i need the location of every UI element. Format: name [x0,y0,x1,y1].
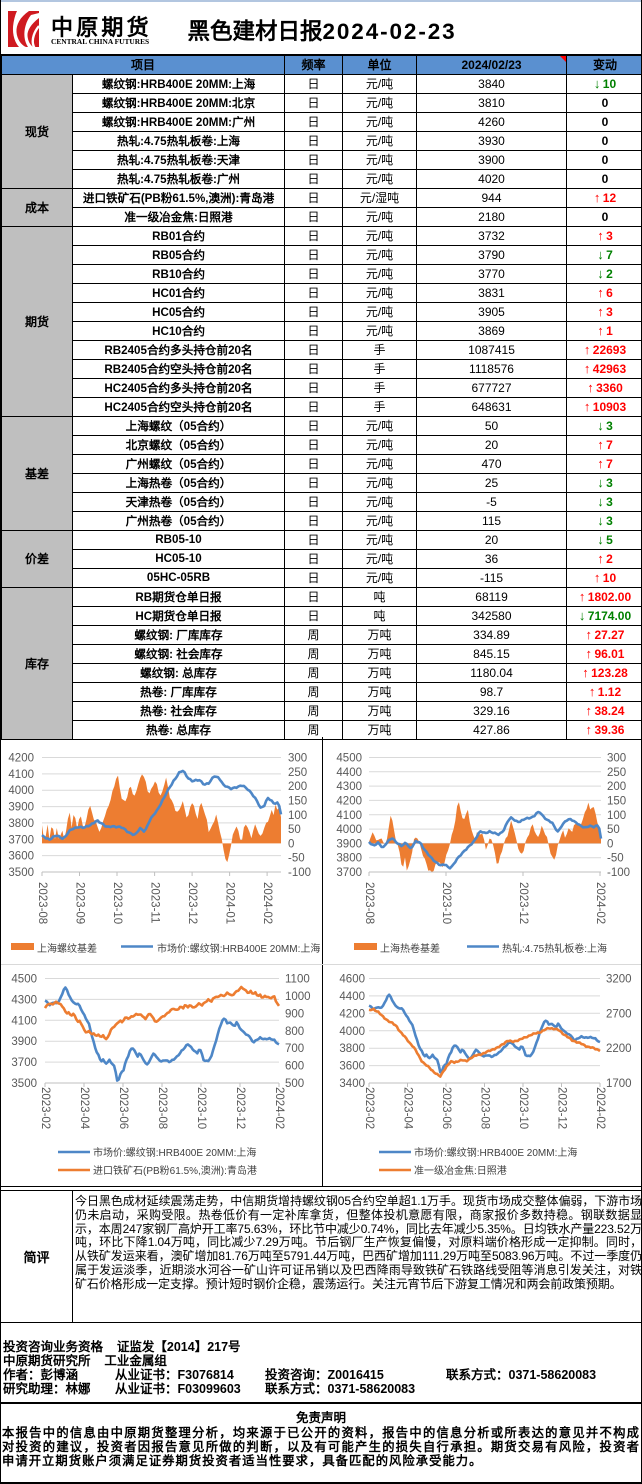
svg-text:3900: 3900 [8,802,34,814]
svg-text:市场价:螺纹钢:HRB400E 20MM:上海: 市场价:螺纹钢:HRB400E 20MM:上海 [93,1146,256,1159]
svg-text:0: 0 [607,838,613,850]
svg-text:2023-08: 2023-08 [36,882,48,924]
svg-text:4000: 4000 [336,824,362,836]
svg-text:准一级冶金焦:日照港: 准一级冶金焦:日照港 [414,1164,507,1177]
svg-text:4500: 4500 [11,974,37,986]
svg-text:-50: -50 [288,853,305,865]
svg-text:上海螺纹基差: 上海螺纹基差 [37,942,97,955]
svg-text:3500: 3500 [8,867,34,879]
svg-text:1700: 1700 [606,1078,632,1090]
svg-text:0: 0 [288,838,294,850]
svg-text:4500: 4500 [336,753,362,765]
svg-text:2023-10: 2023-10 [517,1087,529,1129]
svg-text:250: 250 [607,767,626,779]
svg-text:500: 500 [285,1078,304,1090]
svg-text:2023-11: 2023-11 [149,882,161,923]
svg-text:1000: 1000 [285,991,311,1003]
svg-text:2023-12: 2023-12 [517,882,529,924]
svg-text:300: 300 [607,753,626,765]
svg-text:3600: 3600 [339,1061,365,1073]
svg-text:200: 200 [607,781,626,793]
svg-text:2023-06: 2023-06 [117,1087,129,1129]
svg-text:热轧:4.75热轧板卷:上海: 热轧:4.75热轧板卷:上海 [502,942,607,955]
svg-text:50: 50 [607,824,620,836]
svg-text:4100: 4100 [11,1015,37,1027]
svg-text:900: 900 [285,1008,304,1020]
svg-text:3400: 3400 [339,1078,365,1090]
svg-text:2024-02: 2024-02 [273,1087,285,1129]
svg-text:4000: 4000 [339,1026,365,1038]
svg-text:4000: 4000 [8,785,34,797]
svg-text:2024-02: 2024-02 [594,1087,606,1129]
svg-text:2023-09: 2023-09 [74,882,86,924]
svg-text:2023-12: 2023-12 [556,1087,568,1129]
svg-text:-50: -50 [607,853,624,865]
svg-text:2023-10: 2023-10 [111,882,123,924]
svg-text:2024-01: 2024-01 [224,882,236,924]
svg-text:2023-04: 2023-04 [402,1087,414,1130]
svg-text:3700: 3700 [336,867,362,879]
svg-text:2023-10: 2023-10 [440,882,452,924]
svg-text:2023-02: 2023-02 [39,1087,51,1129]
svg-text:3200: 3200 [606,974,632,986]
svg-text:150: 150 [288,795,307,807]
svg-text:2023-06: 2023-06 [440,1087,452,1129]
svg-text:2023-08: 2023-08 [363,882,375,924]
svg-text:4400: 4400 [339,991,365,1003]
svg-text:300: 300 [288,753,307,765]
svg-text:3800: 3800 [336,853,362,865]
svg-text:600: 600 [285,1061,304,1073]
svg-text:4200: 4200 [336,795,362,807]
svg-text:2024-02: 2024-02 [261,882,273,924]
svg-text:100: 100 [288,810,307,822]
svg-text:3500: 3500 [11,1078,37,1090]
svg-text:2023-02: 2023-02 [363,1087,375,1129]
svg-text:100: 100 [607,810,626,822]
svg-text:3600: 3600 [8,851,34,863]
svg-text:4600: 4600 [339,974,365,986]
svg-text:2023-04: 2023-04 [78,1087,90,1130]
svg-text:4400: 4400 [336,767,362,779]
svg-text:进口铁矿石(PB粉61.5%,澳洲):青岛港: 进口铁矿石(PB粉61.5%,澳洲):青岛港 [93,1164,257,1177]
svg-text:市场价:螺纹钢:HRB400E 20MM:上海: 市场价:螺纹钢:HRB400E 20MM:上海 [414,1146,577,1159]
svg-text:200: 200 [288,781,307,793]
svg-text:上海热卷基差: 上海热卷基差 [380,942,440,955]
svg-text:4100: 4100 [336,810,362,822]
svg-text:700: 700 [285,1043,304,1055]
svg-text:4300: 4300 [336,781,362,793]
svg-text:-100: -100 [607,867,630,879]
svg-text:2023-12: 2023-12 [186,882,198,924]
svg-text:250: 250 [288,767,307,779]
svg-text:4200: 4200 [339,1008,365,1020]
svg-text:2700: 2700 [606,1008,632,1020]
svg-text:4100: 4100 [8,769,34,781]
svg-text:4200: 4200 [8,753,34,765]
svg-text:-100: -100 [288,867,311,879]
svg-text:150: 150 [607,795,626,807]
svg-text:2023-10: 2023-10 [195,1087,207,1129]
svg-text:50: 50 [288,824,301,836]
svg-text:3900: 3900 [336,838,362,850]
svg-text:3800: 3800 [8,818,34,830]
svg-text:2023-08: 2023-08 [479,1087,491,1129]
svg-text:3700: 3700 [8,834,34,846]
svg-text:800: 800 [285,1026,304,1038]
svg-text:市场价:螺纹钢:HRB400E 20MM:上海: 市场价:螺纹钢:HRB400E 20MM:上海 [157,942,320,955]
svg-text:3800: 3800 [339,1043,365,1055]
svg-text:3900: 3900 [11,1036,37,1048]
svg-text:2023-08: 2023-08 [156,1087,168,1129]
svg-text:4300: 4300 [11,994,37,1006]
svg-text:2023-12: 2023-12 [234,1087,246,1129]
svg-text:2024-02: 2024-02 [594,882,606,924]
svg-text:2200: 2200 [606,1043,632,1055]
svg-text:1100: 1100 [285,974,310,986]
svg-text:3700: 3700 [11,1057,37,1069]
